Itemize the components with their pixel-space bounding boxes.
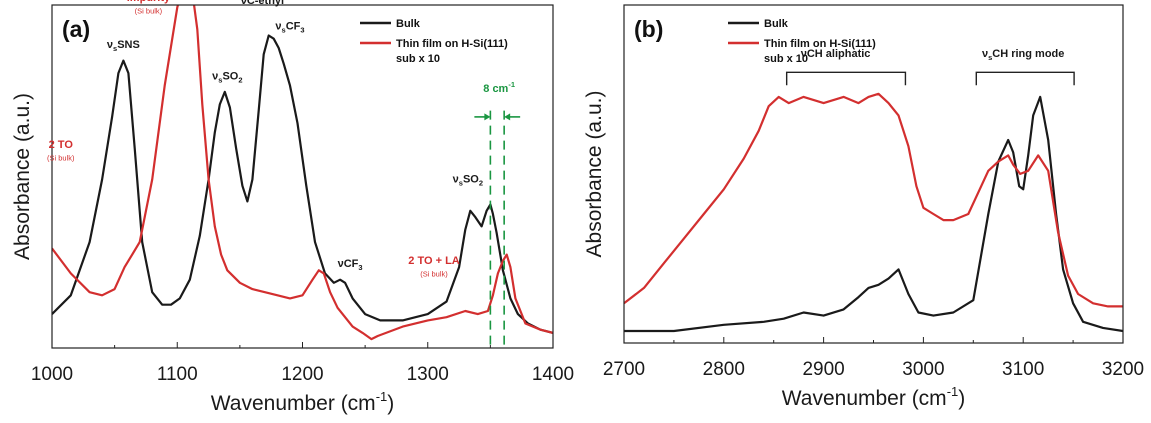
x-axis-label: Wavenumber (cm-1) <box>211 389 395 415</box>
legend-label-bulk: Bulk <box>396 18 421 30</box>
peak-annotation: impurity <box>127 0 171 4</box>
x-tick-label: 3200 <box>1102 359 1144 380</box>
marker-arrowhead <box>484 113 491 121</box>
peak-annotation: νCF3 <box>338 258 363 272</box>
series-line-bulk <box>52 34 553 334</box>
peak-annotation: 2 TO <box>49 139 74 151</box>
series-line-bulk <box>624 95 1123 333</box>
y-axis-label: Absorbance (a.u.) <box>583 91 606 258</box>
peak-annotation: 2 TO + LA <box>408 255 460 267</box>
x-tick-label: 3100 <box>1002 359 1044 380</box>
peak-annotation: νsSNS <box>107 39 140 53</box>
legend-label-thin-film: Thin film on H-Si(111) <box>764 38 876 50</box>
x-axis-label: Wavenumber (cm-1) <box>782 384 966 410</box>
x-tick-label: 1100 <box>157 364 198 385</box>
x-tick-label: 2900 <box>802 359 844 380</box>
panel-label: (a) <box>62 16 90 42</box>
x-tick-label: 3000 <box>902 359 944 380</box>
assignment-bracket <box>975 71 1075 86</box>
x-tick-label: 1300 <box>407 364 449 385</box>
peak-annotation: νsCH ring mode <box>982 48 1064 62</box>
x-tick-label: 2700 <box>603 359 645 380</box>
peak-annotation: 8 cm-1 <box>483 80 515 95</box>
peak-annotation: (Si bulk) <box>420 270 448 279</box>
legend-label-thin-film-cont: sub x 10 <box>764 53 808 65</box>
series-line-thin-film <box>52 5 553 341</box>
x-tick-label: 1000 <box>31 364 73 385</box>
panel-a: 1000 1100 1200 1300 1400 Wavenumber (cm-1) Abs… <box>11 0 574 415</box>
panel-b: 2700 2800 2900 3000 3100 3200 Wavenumber (cm-1… <box>583 4 1144 410</box>
x-tick-label: 1400 <box>532 364 574 385</box>
assignment-bracket <box>785 71 907 86</box>
legend-label-thin-film: Thin film on H-Si(111) <box>396 38 508 50</box>
legend-label-bulk: Bulk <box>764 18 789 30</box>
peak-annotation: νsSO2 <box>453 174 483 188</box>
peak-annotation: (Si bulk) <box>135 7 163 16</box>
y-axis-label: Absorbance (a.u.) <box>11 93 34 260</box>
peak-annotation: (Si bulk) <box>47 154 75 163</box>
series-line-thin-film <box>624 92 1123 308</box>
panel-label: (b) <box>634 16 663 42</box>
peak-annotation: νC-ethyl <box>241 0 284 7</box>
legend-label-thin-film-cont: sub x 10 <box>396 53 440 65</box>
peak-annotation: νsSO2 <box>212 70 242 84</box>
peak-annotation: νCH aliphatic <box>801 48 871 60</box>
x-tick-label: 1200 <box>281 364 323 385</box>
marker-arrowhead <box>504 113 511 121</box>
peak-annotation: νsCF3 <box>275 20 304 34</box>
x-tick-label: 2800 <box>703 359 745 380</box>
